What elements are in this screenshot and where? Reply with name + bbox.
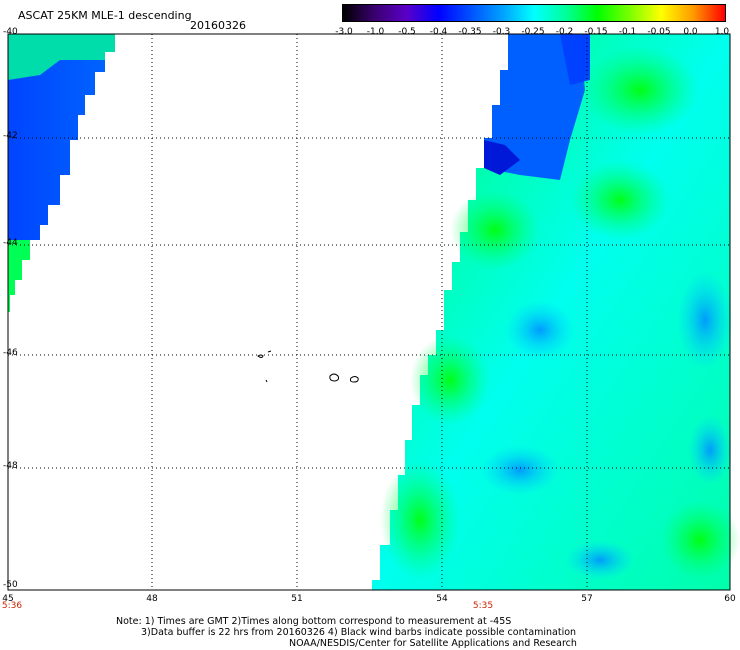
colorbar-tick-label: -0.4 <box>429 27 448 37</box>
colorbar-gradient <box>343 5 725 21</box>
chart-title: ASCAT 25KM MLE-1 descending <box>18 9 192 22</box>
lon-label: 54 <box>436 594 448 604</box>
lon-label: 60 <box>724 594 736 604</box>
lat-label: -42 <box>3 131 18 141</box>
colorbar-tick-label: -0.35 <box>458 27 482 37</box>
left-swath <box>8 34 115 312</box>
chart-date: 20160326 <box>190 19 246 32</box>
lat-label: -48 <box>3 461 18 471</box>
colorbar-tick-label: -0.1 <box>618 27 637 37</box>
time-label: 5:36 <box>1 601 23 611</box>
colorbar-tick-label: -1.0 <box>366 27 385 37</box>
right-swath <box>372 34 740 590</box>
colorbar-tick-label: -0.2 <box>555 27 574 37</box>
map-frame <box>7 33 731 591</box>
lat-label: -40 <box>3 27 18 37</box>
lon-label: 57 <box>581 594 593 604</box>
colorbar-tick-label: 0.0 <box>683 27 698 37</box>
lon-label: 45 <box>2 594 14 604</box>
footer-note-line1: Note: 1) Times are GMT 2)Times along bot… <box>116 616 512 627</box>
lat-label: -50 <box>3 580 18 590</box>
colorbar-tick-label: -0.5 <box>398 27 416 37</box>
time-label: 5:35 <box>472 601 494 611</box>
colorbar-tick-label: -0.25 <box>521 27 545 37</box>
colorbar-tick-label: -0.15 <box>584 27 608 37</box>
footer-note-line2: 3)Data buffer is 22 hrs from 20160326 4)… <box>141 627 577 638</box>
colorbar <box>342 4 726 22</box>
map-plot <box>7 33 740 591</box>
grid-lines <box>8 34 730 590</box>
footer-note-line3: NOAA/NESDIS/Center for Satellite Applica… <box>289 638 577 649</box>
lat-label: -46 <box>3 348 18 358</box>
colorbar-tick-label: -3.0 <box>335 27 353 37</box>
lon-label: 48 <box>146 594 158 604</box>
lat-label: -44 <box>3 238 18 248</box>
lon-label: 51 <box>291 594 303 604</box>
colorbar-tick-label: 1.0 <box>714 27 730 37</box>
colorbar-tick-label: -0.3 <box>492 27 511 37</box>
colorbar-tick-label: -0.05 <box>647 27 671 37</box>
island-outlines <box>257 350 359 383</box>
